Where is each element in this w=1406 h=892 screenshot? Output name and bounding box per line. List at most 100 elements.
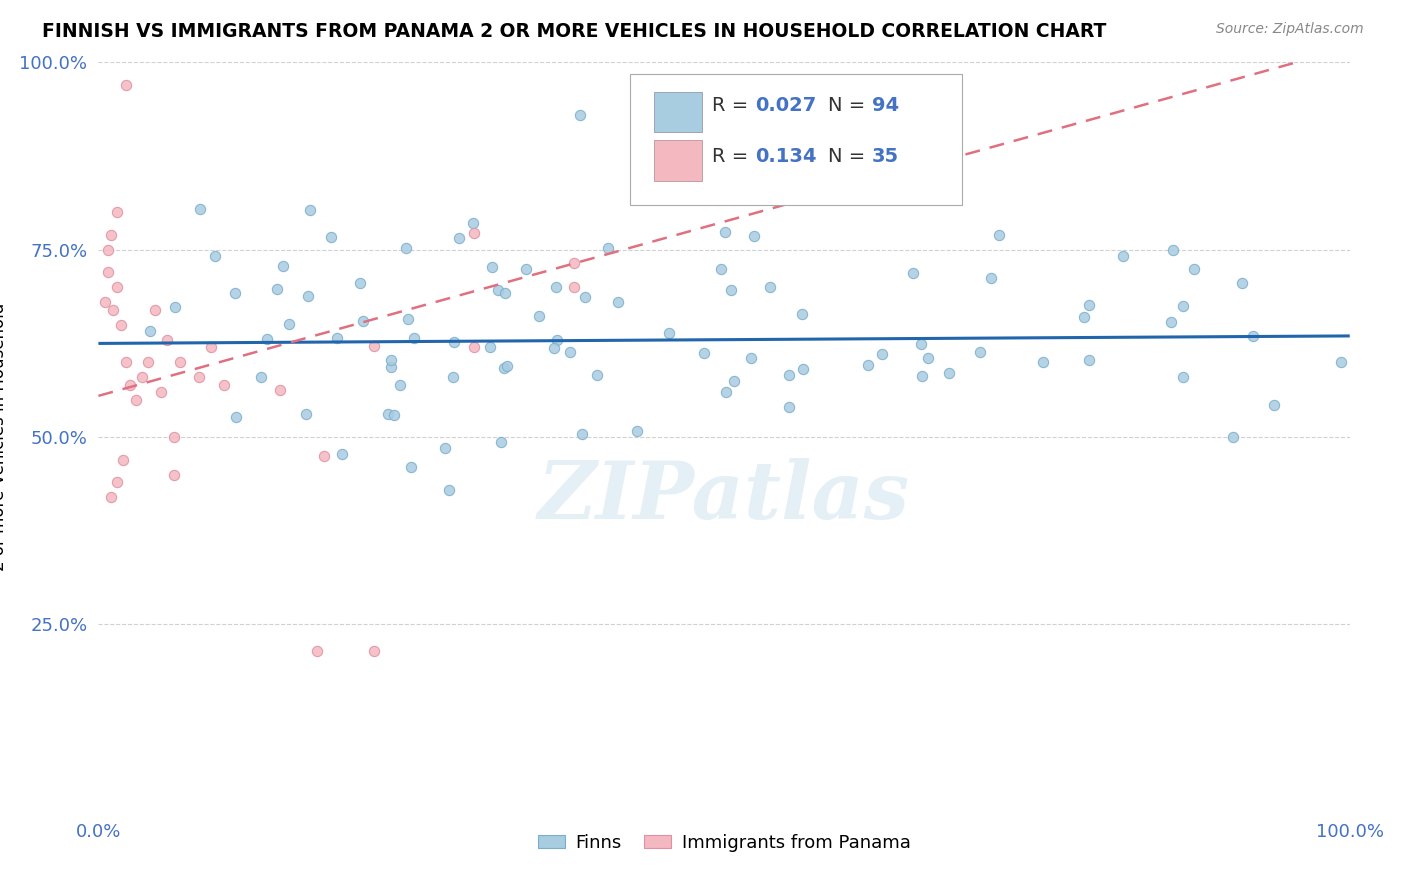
Point — [988, 227, 1011, 242]
Point — [307, 643, 329, 657]
Point — [626, 424, 648, 438]
Point — [105, 205, 128, 219]
Point — [461, 215, 484, 229]
Text: FINNISH VS IMMIGRANTS FROM PANAMA 2 OR MORE VEHICLES IN HOUSEHOLD CORRELATION CH: FINNISH VS IMMIGRANTS FROM PANAMA 2 OR M… — [42, 22, 1107, 41]
Point — [740, 351, 762, 366]
Point — [330, 447, 353, 461]
Point — [825, 190, 848, 204]
Point — [277, 318, 299, 332]
Point — [380, 352, 402, 367]
Point — [714, 225, 737, 239]
Point — [250, 370, 273, 384]
FancyBboxPatch shape — [630, 74, 962, 205]
Point — [714, 385, 737, 400]
Point — [447, 230, 470, 244]
Point — [388, 378, 411, 392]
Point — [204, 249, 226, 263]
Point — [131, 370, 153, 384]
Point — [856, 358, 879, 372]
Point — [319, 230, 342, 244]
Point — [115, 355, 138, 369]
Point — [463, 226, 485, 240]
Point — [349, 276, 371, 290]
Point — [441, 369, 464, 384]
Point — [1222, 430, 1244, 444]
Point — [1111, 249, 1133, 263]
Point — [312, 449, 335, 463]
Point — [1160, 315, 1182, 329]
Point — [778, 368, 800, 382]
Point — [693, 346, 716, 360]
Point — [156, 333, 179, 347]
FancyBboxPatch shape — [654, 140, 702, 181]
Point — [266, 282, 288, 296]
Point — [759, 280, 782, 294]
Point — [188, 202, 211, 216]
Point — [870, 347, 893, 361]
Point — [596, 241, 619, 255]
Point — [363, 643, 385, 657]
Point — [494, 285, 516, 300]
Point — [742, 228, 765, 243]
Point — [139, 325, 162, 339]
Point — [402, 331, 425, 345]
Point — [1263, 398, 1285, 412]
Point — [546, 333, 568, 347]
Point — [395, 241, 418, 255]
Text: ZIPatlas: ZIPatlas — [538, 458, 910, 536]
Point — [224, 285, 246, 300]
Point — [1078, 298, 1101, 312]
Text: 35: 35 — [872, 146, 898, 166]
Point — [380, 359, 402, 374]
Point — [901, 266, 924, 280]
Point — [382, 408, 405, 422]
Point — [658, 326, 681, 340]
Point — [443, 335, 465, 350]
Y-axis label: 2 or more Vehicles in Household: 2 or more Vehicles in Household — [0, 303, 8, 571]
Point — [437, 483, 460, 497]
Point — [105, 280, 128, 294]
Point — [169, 355, 191, 369]
Point — [1161, 243, 1184, 257]
Point — [980, 271, 1002, 285]
Point — [790, 307, 813, 321]
Point — [606, 294, 628, 309]
Point — [558, 345, 581, 359]
Point — [269, 384, 291, 398]
Point — [150, 385, 173, 400]
Point — [1073, 310, 1095, 325]
Text: R =: R = — [711, 96, 754, 115]
Point — [187, 370, 209, 384]
Point — [110, 318, 132, 332]
Point — [720, 284, 742, 298]
Point — [100, 227, 122, 242]
Text: N =: N = — [828, 96, 872, 115]
Point — [162, 430, 184, 444]
Point — [574, 290, 596, 304]
Point — [571, 427, 593, 442]
Point — [352, 313, 374, 327]
Point — [1032, 355, 1054, 369]
Point — [143, 302, 166, 317]
Point — [911, 369, 934, 384]
Text: N =: N = — [828, 146, 872, 166]
Point — [1171, 299, 1194, 313]
Point — [225, 410, 247, 425]
Point — [917, 351, 939, 366]
Point — [585, 368, 607, 383]
Point — [1330, 355, 1353, 369]
Point — [298, 203, 321, 218]
Point — [162, 467, 184, 482]
Point — [200, 340, 222, 354]
Point — [401, 460, 423, 475]
Text: R =: R = — [711, 146, 754, 166]
Point — [492, 361, 515, 376]
Point — [112, 452, 135, 467]
Point — [546, 280, 568, 294]
Point — [463, 340, 485, 354]
Point — [97, 265, 120, 279]
Point — [97, 243, 120, 257]
Point — [103, 302, 125, 317]
Point — [125, 392, 148, 407]
Point — [515, 261, 537, 276]
